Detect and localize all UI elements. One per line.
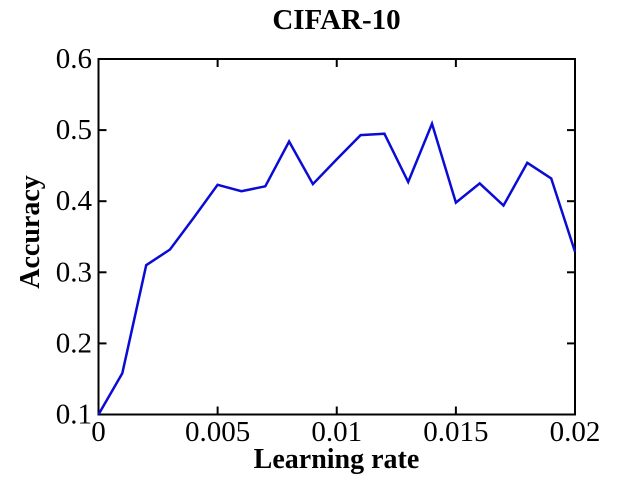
y-tick-label: 0.3 xyxy=(56,256,92,288)
x-tick-label: 0.015 xyxy=(423,416,488,448)
x-tick-label: 0 xyxy=(91,416,106,448)
y-tick-label: 0.5 xyxy=(56,114,92,146)
axes-box xyxy=(97,58,576,416)
y-tick-label: 0.4 xyxy=(56,185,93,217)
x-axis-label: Learning rate xyxy=(253,444,420,475)
series-line-accuracy-vs-learning-rate xyxy=(97,119,577,416)
chart-title: CIFAR-10 xyxy=(272,4,401,36)
y-tick-label: 0.2 xyxy=(56,327,92,359)
x-tick-label: 0.01 xyxy=(311,416,362,448)
y-tick-label: 0.6 xyxy=(56,43,92,75)
x-tick-label: 0.005 xyxy=(185,416,250,448)
y-tick-label: 0.1 xyxy=(56,399,92,431)
x-tick-label: 0.02 xyxy=(550,416,601,448)
